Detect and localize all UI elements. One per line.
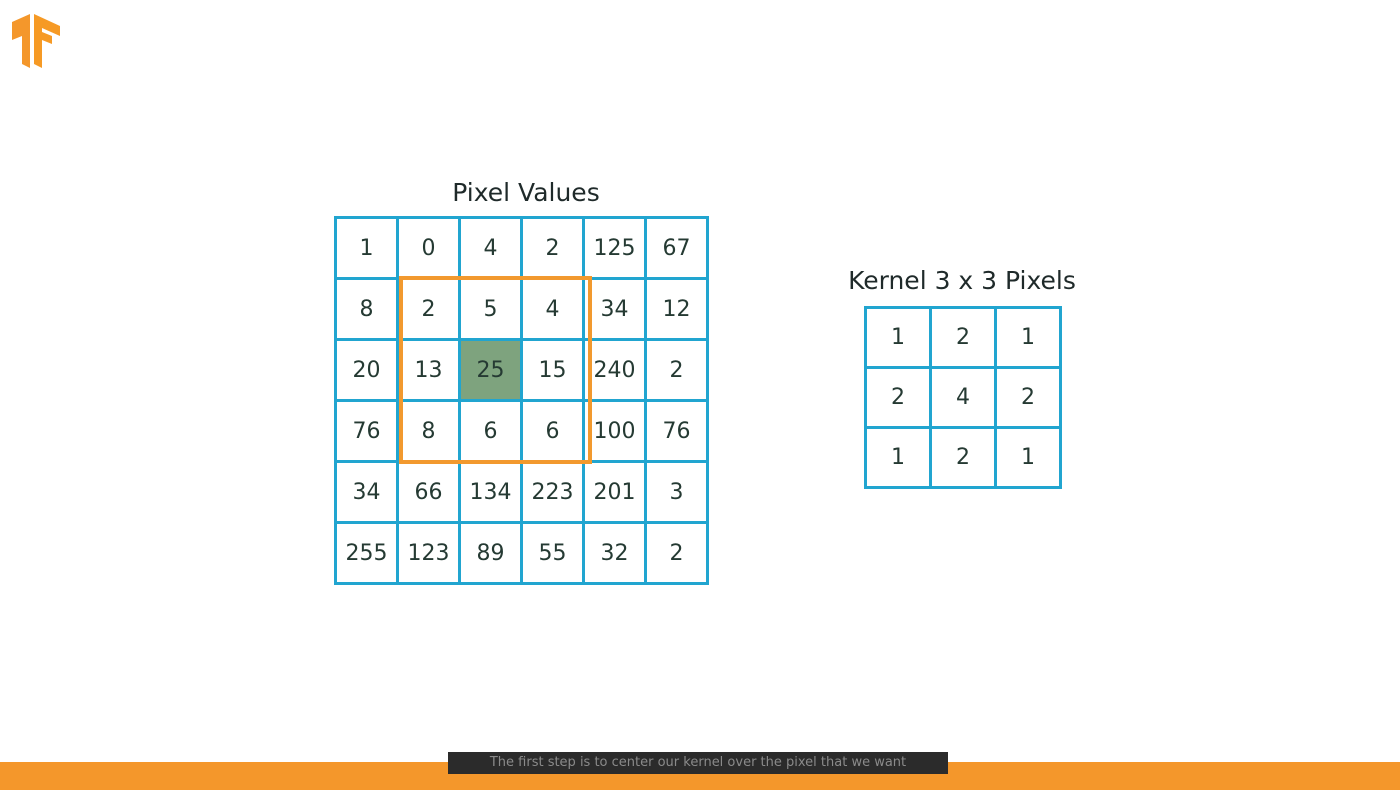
pixel-cell: 6 — [461, 402, 520, 460]
kernel-cell: 1 — [867, 309, 929, 366]
pixel-cell: 5 — [461, 280, 520, 338]
kernel-title: Kernel 3 x 3 Pixels — [848, 266, 1076, 295]
pixel-cell: 8 — [337, 280, 396, 338]
pixel-cell: 240 — [585, 341, 644, 399]
pixel-values-grid: 1 0 4 2 125 67 8 2 5 4 34 12 20 13 25 15 240 2 76 8 6 6 100 76 3… — [334, 216, 709, 585]
pixel-cell: 2 — [399, 280, 458, 338]
pixel-cell: 125 — [585, 219, 644, 277]
pixel-cell: 66 — [399, 463, 458, 521]
pixel-cell: 123 — [399, 524, 458, 582]
pixel-cell: 67 — [647, 219, 706, 277]
kernel-cell: 2 — [997, 369, 1059, 426]
tensorflow-logo-icon — [12, 14, 60, 68]
pixel-cell: 2 — [647, 341, 706, 399]
pixel-center-cell: 25 — [461, 341, 520, 399]
kernel-cell: 2 — [867, 369, 929, 426]
kernel-cell: 1 — [867, 429, 929, 486]
pixel-cell: 201 — [585, 463, 644, 521]
pixel-cell: 55 — [523, 524, 582, 582]
pixel-cell: 8 — [399, 402, 458, 460]
kernel-cell: 4 — [932, 369, 994, 426]
kernel-cell: 1 — [997, 309, 1059, 366]
pixel-cell: 34 — [337, 463, 396, 521]
pixel-cell: 4 — [523, 280, 582, 338]
pixel-values-title: Pixel Values — [452, 178, 600, 207]
pixel-cell: 4 — [461, 219, 520, 277]
pixel-cell: 76 — [337, 402, 396, 460]
pixel-cell: 2 — [647, 524, 706, 582]
kernel-cell: 2 — [932, 429, 994, 486]
pixel-cell: 15 — [523, 341, 582, 399]
pixel-cell: 34 — [585, 280, 644, 338]
pixel-cell: 12 — [647, 280, 706, 338]
pixel-cell: 1 — [337, 219, 396, 277]
pixel-cell: 3 — [647, 463, 706, 521]
video-caption: The first step is to center our kernel o… — [448, 752, 948, 774]
pixel-cell: 13 — [399, 341, 458, 399]
pixel-cell: 100 — [585, 402, 644, 460]
pixel-cell: 255 — [337, 524, 396, 582]
kernel-cell: 2 — [932, 309, 994, 366]
kernel-cell: 1 — [997, 429, 1059, 486]
pixel-cell: 20 — [337, 341, 396, 399]
pixel-cell: 76 — [647, 402, 706, 460]
pixel-cell: 0 — [399, 219, 458, 277]
pixel-cell: 223 — [523, 463, 582, 521]
pixel-cell: 2 — [523, 219, 582, 277]
pixel-cell: 89 — [461, 524, 520, 582]
pixel-cell: 134 — [461, 463, 520, 521]
pixel-cell: 32 — [585, 524, 644, 582]
pixel-cell: 6 — [523, 402, 582, 460]
